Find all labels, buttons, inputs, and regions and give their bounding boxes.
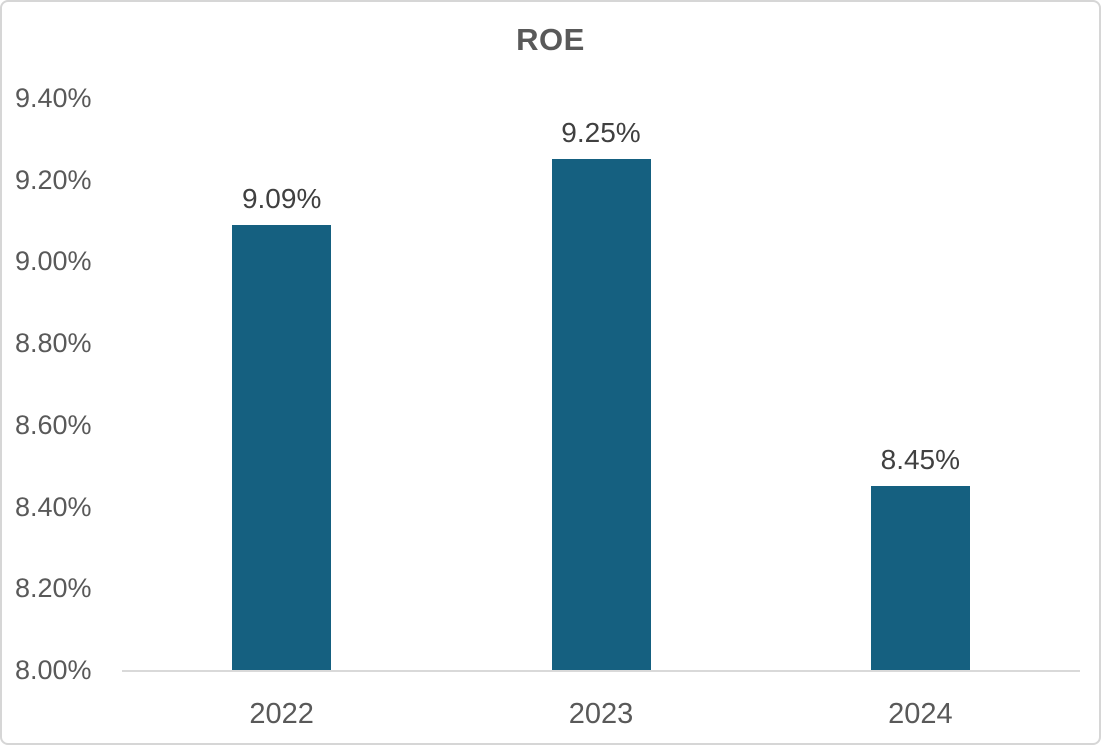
bar-2022 <box>232 224 332 670</box>
y-tick-label: 8.60% <box>15 409 92 440</box>
y-tick-label: 9.20% <box>15 164 92 195</box>
y-tick-label: 9.00% <box>15 246 92 277</box>
x-tick-label-2023: 2023 <box>568 698 634 730</box>
x-tick-label-2024: 2024 <box>888 698 953 730</box>
y-tick-label: 8.00% <box>15 655 92 685</box>
y-tick-label: 8.80% <box>15 328 92 359</box>
data-label-2024: 8.45% <box>880 444 961 476</box>
data-label-2023: 9.25% <box>561 117 641 149</box>
bar-2023 <box>551 159 651 670</box>
chart-title: ROE <box>516 22 585 57</box>
y-tick-label: 8.40% <box>15 491 92 522</box>
x-axis-line <box>122 670 1080 672</box>
y-tick-label: 9.40% <box>15 83 92 113</box>
data-label-2022: 9.09% <box>241 182 322 214</box>
bar-2024 <box>870 486 970 670</box>
x-tick-label-2022: 2022 <box>249 698 314 730</box>
y-tick-label: 8.20% <box>15 573 92 604</box>
